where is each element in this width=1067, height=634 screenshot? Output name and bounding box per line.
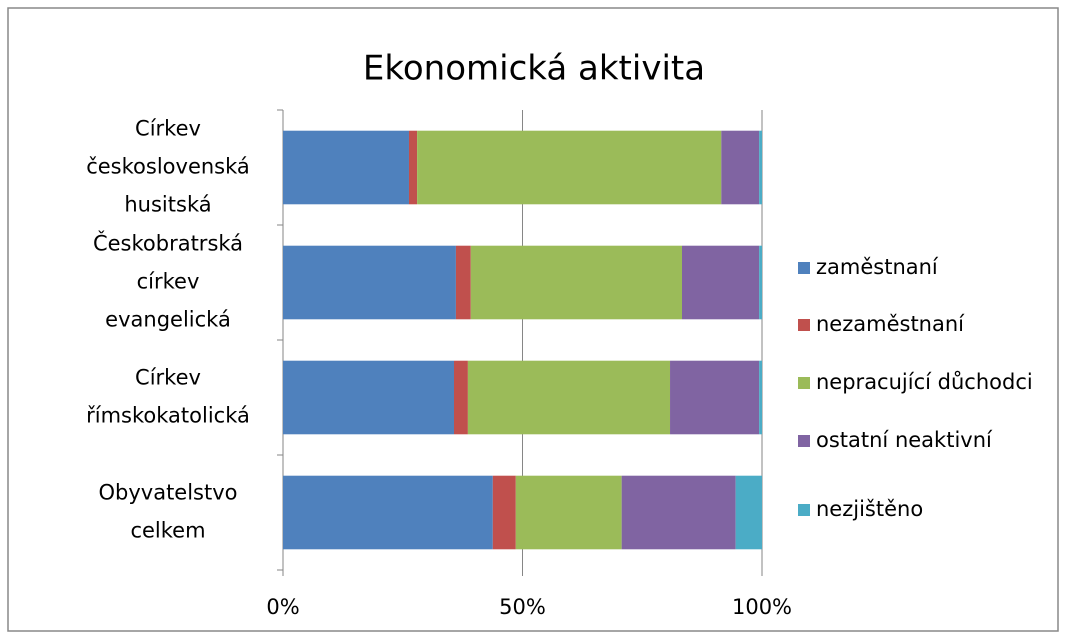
bar-segment	[283, 245, 456, 320]
bar-segment	[721, 130, 760, 205]
bar-segment	[283, 360, 455, 435]
x-tick-label: 0%	[266, 595, 299, 619]
bar-segment	[621, 475, 736, 550]
legend-swatch	[798, 377, 810, 389]
bar-segment	[492, 475, 516, 550]
bar-segment	[455, 245, 471, 320]
legend-swatch	[798, 504, 810, 516]
y-tick-label: Církev	[135, 117, 201, 141]
x-tick-label: 50%	[499, 595, 546, 619]
y-tick-label: církev	[137, 270, 200, 294]
y-tick-label: evangelická	[105, 308, 231, 332]
bar-segment	[682, 245, 760, 320]
legend-label: zaměstnaní	[816, 255, 939, 279]
y-tick-label: československá	[86, 155, 250, 179]
y-tick-label: Českobratrská	[93, 231, 243, 256]
bar-segment	[408, 130, 418, 205]
bar-segment	[283, 475, 493, 550]
bar-segment	[467, 360, 671, 435]
y-tick-label: husitská	[124, 193, 211, 217]
bar-segment	[759, 130, 762, 205]
bar-segment	[735, 475, 762, 550]
legend-label: nezjištěno	[816, 497, 923, 521]
legend-swatch	[798, 262, 810, 274]
y-tick-label: celkem	[130, 519, 205, 543]
x-tick-label: 100%	[732, 595, 792, 619]
bar-segment	[759, 245, 762, 320]
bar-segment	[417, 130, 722, 205]
bar-segment	[759, 360, 762, 435]
bar-segment	[470, 245, 683, 320]
y-tick-label: Obyvatelstvo	[98, 481, 237, 505]
legend-label: nezaměstnaní	[816, 312, 965, 336]
legend-label: ostatní neaktivní	[816, 428, 993, 452]
legend-swatch	[798, 319, 810, 331]
y-tick-label: římskokatolická	[86, 404, 250, 428]
y-tick-label: Církev	[135, 366, 201, 390]
chart-title: Ekonomická aktivita	[363, 49, 705, 89]
bar-segment	[515, 475, 622, 550]
bar-segment	[283, 130, 409, 205]
bar-segment	[454, 360, 468, 435]
legend-swatch	[798, 435, 810, 447]
bar-segment	[670, 360, 760, 435]
legend-label: nepracující důchodci	[816, 370, 1033, 394]
